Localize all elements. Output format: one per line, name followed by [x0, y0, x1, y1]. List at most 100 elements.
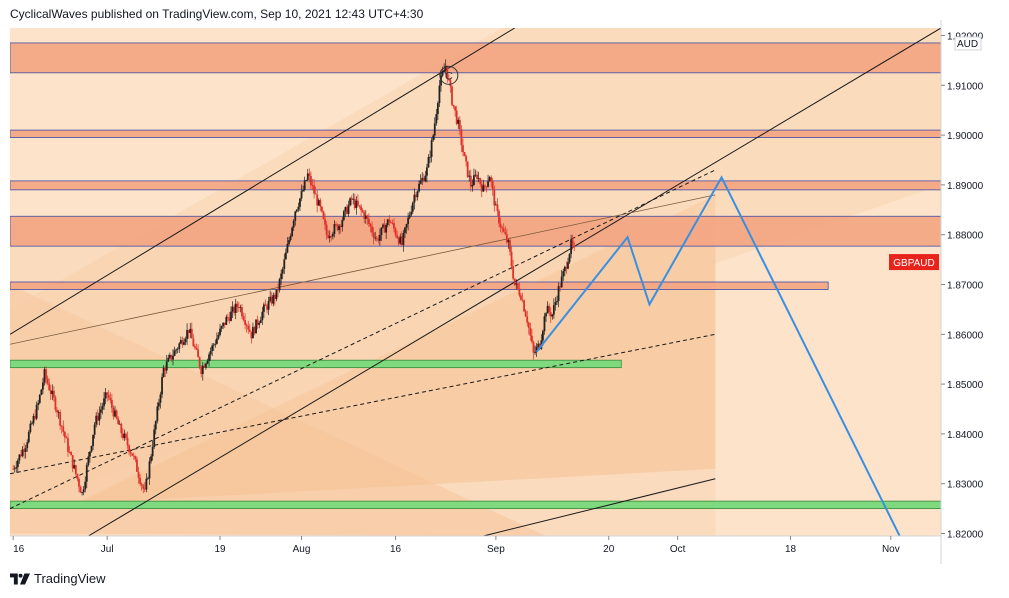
resistance-zone — [10, 281, 829, 290]
candle-body — [471, 185, 474, 187]
candle-body — [27, 432, 30, 443]
candle-body — [197, 349, 199, 358]
candle-body — [347, 205, 350, 214]
candle-body — [548, 305, 551, 313]
candle-body — [71, 455, 74, 469]
channel-mid-dash-line — [10, 169, 716, 510]
candle-body — [273, 294, 276, 300]
candle-body — [284, 252, 287, 260]
candle-body — [430, 140, 433, 157]
candle-body — [20, 454, 22, 457]
candle-body — [410, 211, 413, 216]
candle-body — [490, 177, 493, 182]
candle-body — [215, 338, 218, 344]
candle-body — [46, 378, 49, 384]
candle-body — [21, 449, 24, 457]
candle-body — [212, 344, 215, 346]
candle-body — [264, 304, 267, 306]
candle-body — [43, 369, 46, 383]
candle-body — [162, 367, 165, 378]
candle-body — [302, 189, 304, 192]
lower-trend-line — [483, 478, 716, 536]
candle-body — [272, 294, 275, 304]
candle-body — [447, 78, 450, 80]
candle-body — [532, 341, 535, 353]
candle-body — [281, 268, 284, 274]
time-tick-label: Oct — [670, 544, 686, 555]
candle-body — [157, 402, 160, 407]
resistance-zone — [10, 180, 941, 191]
candle-body — [546, 305, 549, 314]
candle-body — [516, 283, 519, 289]
tradingview-footer[interactable]: TradingView — [10, 571, 106, 586]
candle-body — [513, 278, 516, 285]
candle-body — [512, 266, 515, 279]
candle-body — [147, 478, 149, 480]
candle-body — [123, 433, 126, 439]
candle-body — [211, 345, 214, 351]
candle-body — [493, 188, 496, 206]
candle-body — [570, 239, 573, 254]
resistance-zone — [10, 215, 941, 247]
candle-body — [358, 205, 361, 207]
candle-body — [573, 245, 576, 248]
candle-body — [438, 85, 441, 104]
candle-body — [205, 363, 207, 368]
candle-body — [335, 224, 337, 225]
candle-body — [189, 328, 192, 333]
candle-body — [114, 410, 116, 417]
candle-body — [125, 433, 127, 438]
candle-body — [515, 283, 518, 285]
candle-body — [195, 347, 198, 350]
candle-body — [226, 316, 229, 318]
candle-body — [98, 412, 101, 421]
candle-body — [310, 176, 312, 186]
candle-body — [68, 452, 71, 453]
candle-body — [259, 320, 262, 323]
candle-body — [344, 207, 347, 212]
candle-body — [441, 71, 444, 76]
candle-body — [391, 222, 394, 224]
candle-body — [462, 145, 464, 153]
candle-body — [545, 313, 547, 317]
candle-body — [15, 467, 18, 469]
candle-body — [297, 206, 300, 210]
candle-body — [559, 286, 562, 288]
candle-body — [57, 412, 60, 413]
candle-body — [422, 177, 425, 182]
candle-body — [35, 404, 38, 419]
candle-body — [176, 348, 179, 350]
candle-body — [223, 322, 226, 325]
candle-body — [142, 485, 145, 489]
candle-body — [278, 279, 281, 291]
candle-body — [560, 276, 563, 288]
candle-body — [466, 161, 469, 177]
candle-body — [529, 327, 532, 336]
candle-body — [321, 206, 323, 212]
candle-body — [346, 207, 348, 214]
candle-body — [527, 322, 530, 328]
candle-body — [360, 206, 362, 211]
candle-body — [405, 224, 408, 228]
candle-body — [364, 215, 367, 219]
candle-body — [363, 212, 366, 219]
price-tick-label: 1.86000 — [947, 330, 984, 341]
candle-body — [465, 156, 467, 162]
tradingview-brand: TradingView — [34, 571, 106, 586]
candle-body — [436, 103, 439, 115]
candle-body — [426, 167, 428, 176]
candle-body — [56, 409, 58, 413]
candle-body — [537, 343, 540, 348]
candle-body — [252, 327, 254, 339]
price-tick-label: 1.83000 — [947, 480, 984, 491]
candle-body — [432, 135, 435, 141]
time-tick-label: Aug — [293, 544, 311, 555]
candle-body — [305, 180, 308, 181]
candle-body — [179, 340, 182, 344]
candle-body — [261, 311, 264, 321]
candle-body — [385, 225, 388, 233]
candle-body — [90, 445, 93, 452]
candle-body — [526, 316, 529, 323]
candle-body — [294, 211, 297, 221]
